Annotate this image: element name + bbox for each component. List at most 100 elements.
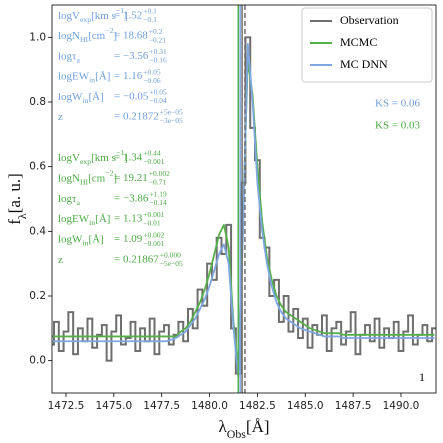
text-part: Obs [227, 427, 247, 441]
text-part: logW [58, 233, 83, 245]
annotation-value: = −0.05 [114, 90, 149, 102]
text-part: in [89, 218, 95, 227]
annotation-label: logNHI[cm−2] [58, 169, 117, 187]
text-part: z [58, 254, 63, 266]
annotation-upper: +0.2 [149, 27, 163, 36]
text-part: ] [124, 10, 128, 22]
y-tick-label: 0.4 [29, 225, 46, 237]
annotation-upper: +1.19 [149, 190, 167, 199]
annotation-label: logEWin[Å] [58, 70, 110, 85]
y-tick-label: 0.8 [29, 96, 46, 108]
annotation-label: z [58, 254, 63, 266]
annotation-lower: −0.71 [149, 178, 167, 187]
text-part: [Å] [246, 417, 270, 436]
x-tick-label: 1490.0 [383, 400, 420, 412]
annotation-value: = −3.86 [114, 192, 149, 204]
text-part: logτ [58, 50, 77, 62]
annotation-value: = 0.21867 [114, 254, 159, 266]
text-part: z [58, 111, 63, 123]
annotation-value: = 0.21872 [114, 111, 159, 123]
annotation-value: = 19.21 [114, 172, 148, 184]
annotation-label: logWin[Å] [58, 90, 104, 105]
text-part: λ [218, 417, 227, 436]
text-part: in [89, 76, 95, 85]
y-tick-label: 0.2 [29, 290, 46, 302]
text-part: a [76, 198, 80, 207]
text-part: [Å] [95, 70, 110, 82]
x-tick-label: 1482.5 [239, 400, 276, 412]
annotation-value: = 1.09 [114, 233, 143, 245]
annotation-lower: −0.04 [149, 96, 167, 105]
legend-box [301, 7, 433, 83]
annotation-lower: −0.16 [149, 56, 167, 65]
text-part: ] [113, 30, 117, 42]
x-tick-label: 1485.0 [287, 400, 324, 412]
annotation-upper: +0.05 [143, 67, 161, 76]
text-part: [km s [91, 152, 116, 164]
ks-label: KS = 0.03 [375, 120, 421, 132]
text-part: [Å] [88, 233, 103, 245]
annotation-label: logτa [58, 192, 80, 207]
text-part: logW [58, 90, 83, 102]
annotation-lower: −0.001 [143, 157, 164, 166]
text-part: in [82, 96, 88, 105]
annotation-value: = 1.52 [114, 10, 142, 22]
text-part: exp [80, 157, 91, 166]
text-part: [Å] [95, 213, 110, 225]
annotation-label: z [58, 111, 63, 123]
annotation-value: = −3.56 [114, 50, 149, 62]
text-part: logEW [58, 213, 90, 225]
annotation-value: = 1.16 [114, 70, 143, 82]
text-part: [km s [91, 10, 116, 22]
annotation-lower: −3e−05 [160, 116, 183, 125]
text-part: a [76, 56, 80, 65]
text-part: λ [15, 213, 29, 219]
annotation-label: logτa [58, 50, 80, 65]
text-part: f [5, 219, 24, 225]
annotation-lower: −0.06 [143, 76, 161, 85]
legend-label: Observation [340, 13, 399, 27]
annotation-value: = 18.68 [114, 30, 148, 42]
text-part: [Å] [88, 90, 103, 102]
annotation-label: logVexp[km s−1] [58, 6, 128, 24]
annotation-label: logEWin[Å] [58, 213, 110, 228]
ks-label: KS = 0.06 [375, 98, 421, 110]
text-part: in [82, 239, 88, 248]
x-tick-label: 1480.0 [191, 400, 228, 412]
text-part: ] [124, 152, 128, 164]
y-tick-label: 0.6 [29, 161, 46, 173]
text-part: HI [80, 178, 89, 187]
annotation-label: logVexp[km s−1] [58, 148, 128, 166]
x-tick-label: 1472.5 [48, 400, 85, 412]
annotation-upper: +0.31 [149, 47, 167, 56]
annotation-upper: +0.05 [149, 88, 167, 97]
y-tick-label: 1.0 [29, 31, 46, 43]
text-part: exp [80, 15, 91, 24]
annotation-upper: +5e−05 [160, 108, 183, 117]
legend-label: MCMC [340, 35, 377, 49]
annotation-upper: +0.44 [143, 149, 161, 158]
text-part: [cm [88, 30, 106, 42]
text-part: [cm [88, 172, 106, 184]
x-axis-label: λObs[Å] [218, 417, 269, 441]
x-tick-label: 1475.0 [95, 400, 132, 412]
legend-label: MC DNN [340, 57, 388, 71]
panel-label: 1 [419, 370, 425, 384]
annotation-upper: +0.002 [143, 230, 164, 239]
text-part: logτ [58, 192, 77, 204]
text-part: HI [80, 35, 89, 44]
y-tick-label: 0.0 [29, 355, 46, 367]
annotation-lower: −0.14 [149, 198, 167, 207]
annotation-lower: −5e−05 [160, 259, 183, 268]
plot-frame [51, 4, 437, 394]
text-part: [a. u.] [5, 173, 24, 213]
annotation-upper: +0.001 [143, 210, 164, 219]
text-part: logN [58, 30, 80, 42]
text-part: −2 [105, 169, 113, 178]
text-part: −1 [116, 148, 124, 157]
annotation-lower: −0.001 [143, 239, 164, 248]
annotation-upper: +0.002 [149, 169, 170, 178]
text-part: logEW [58, 70, 90, 82]
annotation-upper: +0.000 [160, 251, 181, 260]
